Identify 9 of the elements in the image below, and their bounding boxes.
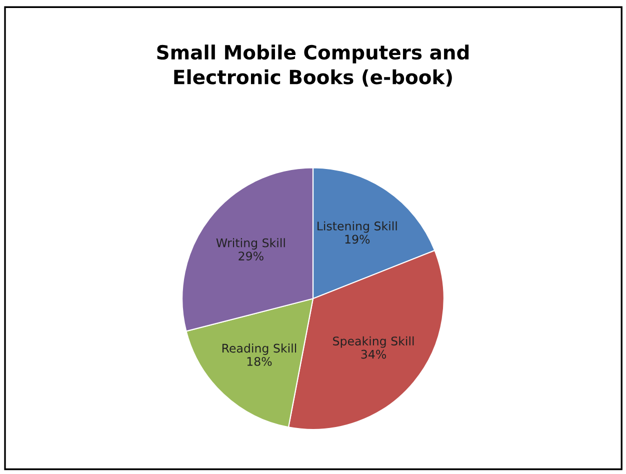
slice-label: Speaking Skill (333, 336, 414, 348)
data-label: 34% (361, 350, 386, 359)
chart-title: Small Mobile Computers and Electronic Books (e-book) (157, 44, 469, 87)
slice-label: Listening Skill (318, 221, 397, 233)
data-label: 29% (238, 252, 264, 261)
slice-label: Reading Skill (222, 344, 296, 355)
data-label: 18% (247, 356, 272, 366)
data-label: 19% (345, 234, 370, 244)
slice-label: Writing Skill (216, 238, 285, 250)
